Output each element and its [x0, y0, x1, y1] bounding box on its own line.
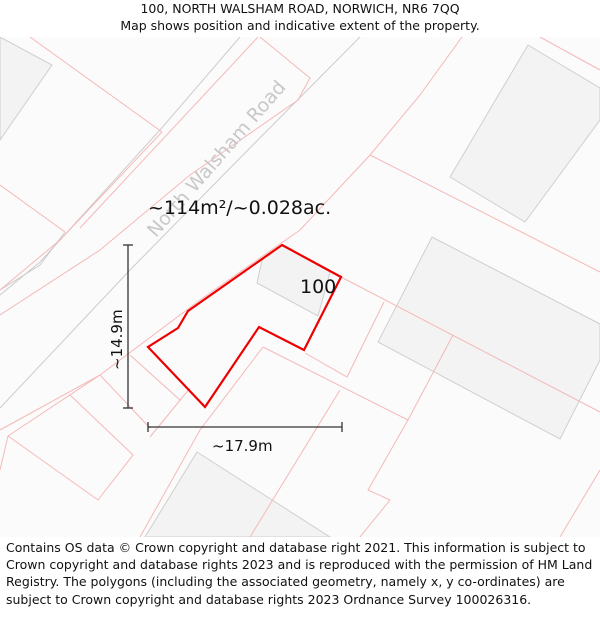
road-edges: [0, 37, 361, 409]
buildings: [0, 37, 600, 537]
height-measure-label: ~14.9m: [108, 309, 126, 370]
width-measure-line: [147, 422, 343, 432]
map-canvas: [0, 37, 600, 537]
building: [377, 236, 600, 440]
building: [144, 451, 331, 537]
property-map[interactable]: North Walsham Road ~114m²/~0.028ac. 100 …: [0, 37, 600, 537]
map-header: 100, NORTH WALSHAM ROAD, NORWICH, NR6 7Q…: [0, 0, 600, 37]
property-address-title: 100, NORTH WALSHAM ROAD, NORWICH, NR6 7Q…: [140, 1, 460, 16]
map-subtitle: Map shows position and indicative extent…: [120, 18, 480, 33]
property-boundary: [146, 243, 343, 409]
house-number-label: 100: [300, 276, 337, 298]
width-measure-label: ~17.9m: [212, 437, 273, 455]
height-measure-line: [123, 244, 133, 409]
attribution-text: Contains OS data © Crown copyright and d…: [6, 540, 593, 607]
building: [0, 37, 53, 141]
parcel-lines: [0, 37, 600, 537]
area-label: ~114m²/~0.028ac.: [148, 197, 332, 219]
building: [449, 44, 600, 223]
